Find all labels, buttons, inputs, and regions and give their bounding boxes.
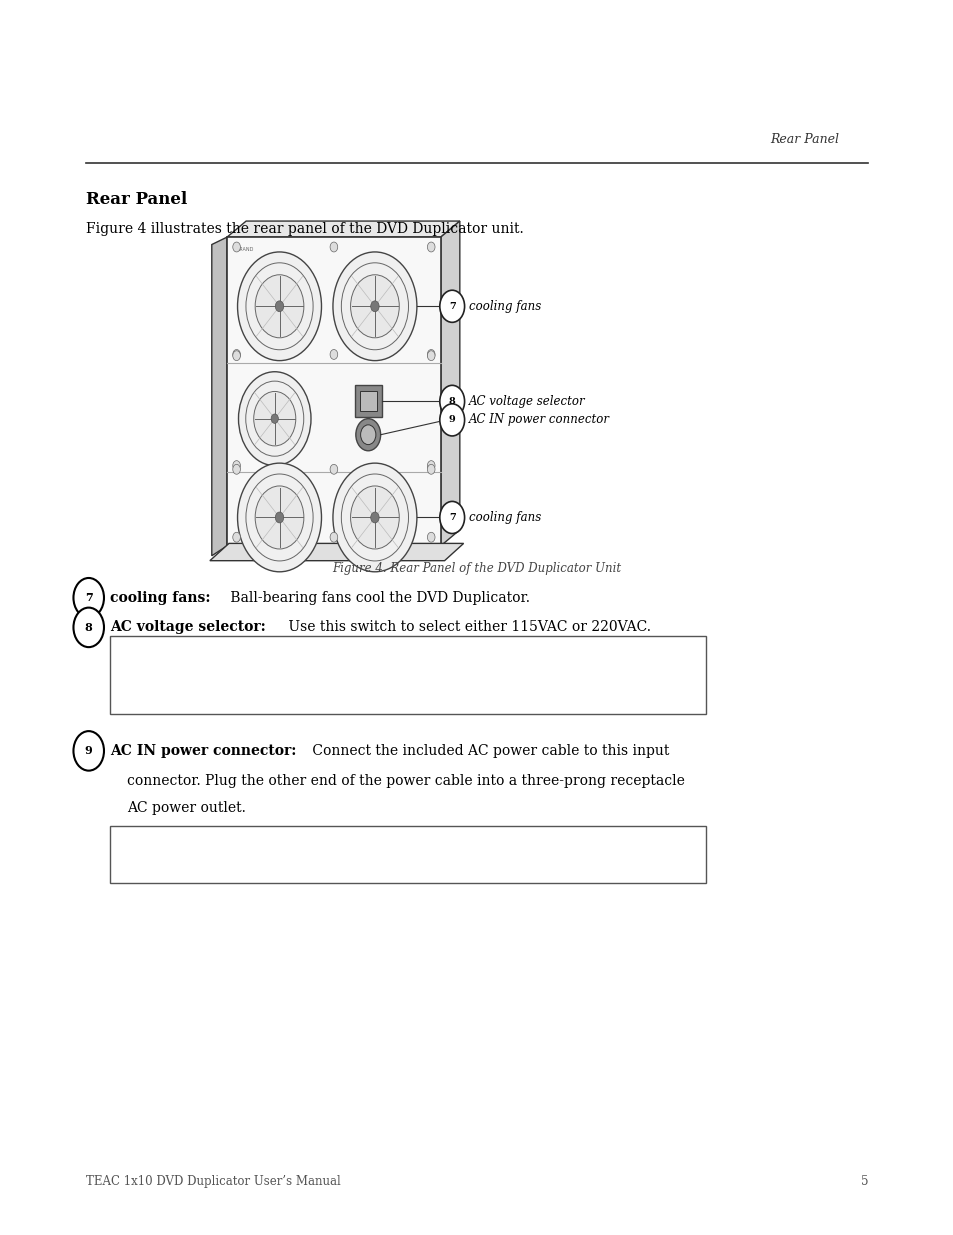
Text: 7: 7 [448, 513, 456, 522]
Bar [359, 391, 376, 411]
Circle shape [427, 464, 435, 474]
Circle shape [355, 419, 380, 451]
Text: Ball-bearing fans cool the DVD Duplicator.: Ball-bearing fans cool the DVD Duplicato… [226, 590, 530, 605]
Text: cooling fans:: cooling fans: [110, 590, 210, 605]
Bar [355, 385, 381, 417]
Circle shape [73, 731, 104, 771]
Circle shape [427, 350, 435, 359]
Text: AC voltage selector: AC voltage selector [469, 395, 585, 408]
Text: Rear Panel: Rear Panel [86, 191, 187, 209]
Circle shape [237, 463, 321, 572]
Circle shape [350, 274, 399, 338]
Polygon shape [210, 543, 463, 561]
Circle shape [73, 608, 104, 647]
Text: 7: 7 [85, 593, 92, 603]
Text: 7: 7 [448, 301, 456, 311]
Text: Caution:: Caution: [119, 836, 182, 850]
Circle shape [237, 252, 321, 361]
FancyBboxPatch shape [110, 826, 705, 883]
Text: Use this switch to select either 115VAC or 220VAC.: Use this switch to select either 115VAC … [284, 620, 651, 635]
Text: Do not attempt to bypass the grounding plug. Otherwise, you risk
electrical shoc: Do not attempt to bypass the grounding p… [188, 836, 631, 864]
Circle shape [73, 578, 104, 618]
Text: 5: 5 [860, 1174, 867, 1188]
Text: Connect the included AC power cable to this input: Connect the included AC power cable to t… [308, 743, 669, 758]
Text: AC power outlet.: AC power outlet. [127, 800, 246, 815]
Text: BRAND: BRAND [236, 247, 253, 252]
Text: AC IN power connector: AC IN power connector [469, 414, 610, 426]
Circle shape [330, 464, 337, 474]
Text: 8: 8 [448, 396, 456, 406]
Circle shape [330, 242, 337, 252]
Circle shape [371, 301, 378, 311]
Polygon shape [440, 221, 459, 546]
Circle shape [233, 351, 240, 361]
Circle shape [238, 372, 311, 466]
Circle shape [439, 404, 464, 436]
Circle shape [233, 461, 240, 471]
Circle shape [427, 461, 435, 471]
Circle shape [330, 532, 337, 542]
Circle shape [254, 485, 304, 550]
Circle shape [350, 485, 399, 550]
Text: Before you turn on the power to the DVD Duplicator, make sure
the correct voltag: Before you turn on the power to the DVD … [188, 647, 697, 690]
Circle shape [333, 463, 416, 572]
Circle shape [439, 501, 464, 534]
Circle shape [330, 350, 337, 359]
Text: Figure 4. Rear Panel of the DVD Duplicator Unit: Figure 4. Rear Panel of the DVD Duplicat… [332, 562, 621, 576]
Polygon shape [227, 221, 459, 237]
Circle shape [439, 385, 464, 417]
Circle shape [439, 290, 464, 322]
Circle shape [271, 414, 278, 424]
Circle shape [360, 425, 375, 445]
Circle shape [233, 242, 240, 252]
Text: 9: 9 [448, 415, 456, 425]
Text: cooling fans: cooling fans [469, 511, 541, 524]
Text: AC IN power connector:: AC IN power connector: [110, 743, 295, 758]
Circle shape [254, 274, 304, 338]
Text: Caution:: Caution: [119, 647, 182, 661]
Text: 9: 9 [85, 746, 92, 756]
Text: connector. Plug the other end of the power cable into a three-prong receptacle: connector. Plug the other end of the pow… [127, 773, 684, 788]
Circle shape [333, 252, 416, 361]
Bar [227, 237, 440, 546]
Circle shape [427, 532, 435, 542]
Circle shape [233, 464, 240, 474]
Circle shape [253, 391, 295, 446]
Circle shape [427, 351, 435, 361]
Circle shape [233, 532, 240, 542]
Circle shape [371, 513, 378, 522]
Text: TEAC 1x10 DVD Duplicator User’s Manual: TEAC 1x10 DVD Duplicator User’s Manual [86, 1174, 340, 1188]
Text: cooling fans: cooling fans [469, 300, 541, 312]
Text: Rear Panel: Rear Panel [770, 132, 839, 146]
Circle shape [275, 513, 283, 522]
Circle shape [427, 242, 435, 252]
Polygon shape [212, 237, 227, 556]
Text: 8: 8 [85, 622, 92, 632]
Circle shape [275, 301, 283, 311]
Circle shape [233, 350, 240, 359]
Text: Figure 4 illustrates the rear panel of the DVD Duplicator unit.: Figure 4 illustrates the rear panel of t… [86, 222, 523, 236]
Text: AC voltage selector:: AC voltage selector: [110, 620, 265, 635]
FancyBboxPatch shape [110, 636, 705, 714]
